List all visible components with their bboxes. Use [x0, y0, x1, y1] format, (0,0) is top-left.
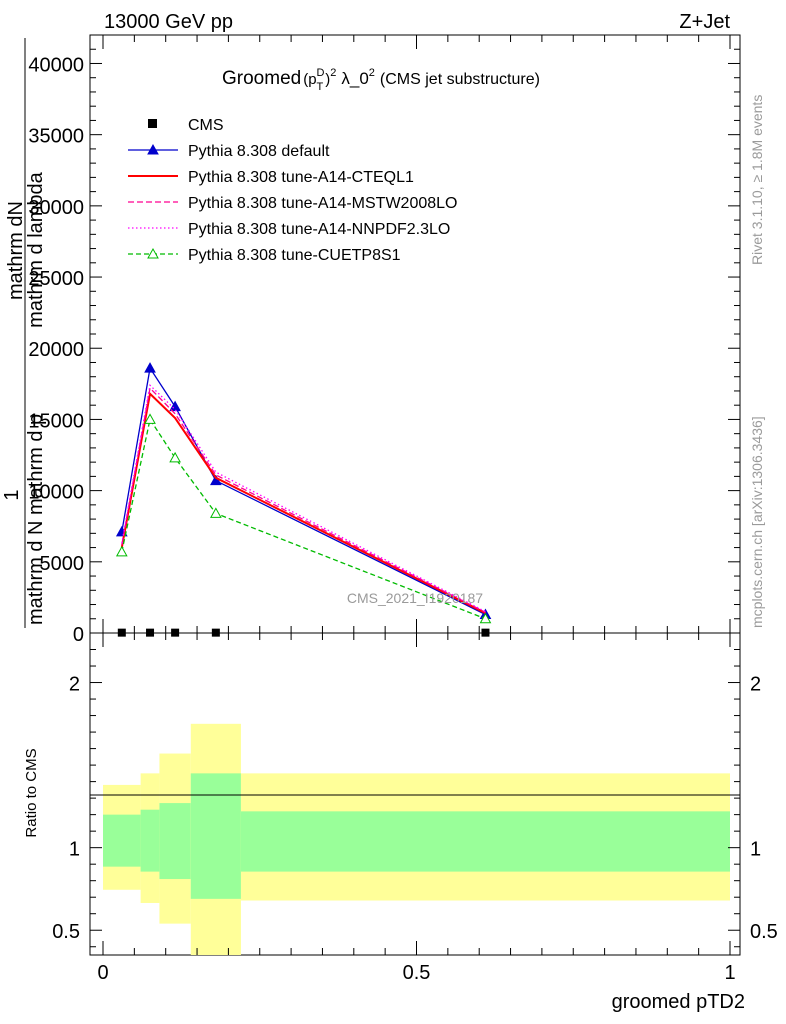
- y-tick-label: 25000: [28, 268, 84, 290]
- cms-point: [211, 628, 220, 637]
- legend-label-4: Pythia 8.308 tune-CUETP8S1: [188, 247, 401, 264]
- ratio-y-tick-label: 2: [69, 674, 80, 696]
- series-marker-4: [210, 507, 222, 518]
- series-line-2: [121, 386, 486, 613]
- legend-label-1: Pythia 8.308 tune-A14-CTEQL1: [188, 169, 414, 186]
- y-tick-label: 15000: [28, 410, 84, 432]
- series-layer: [115, 362, 492, 624]
- title-sup-2: 2: [330, 67, 336, 79]
- ratio-y-axis-label: Ratio to CMS: [23, 748, 40, 837]
- title-prefix: Groomed: [222, 68, 301, 89]
- series-marker-4: [115, 545, 128, 557]
- x-tick-label: 1: [724, 962, 735, 984]
- series-marker-4: [479, 612, 492, 624]
- title-sup-d: D: [317, 67, 325, 79]
- legend-label-3: Pythia 8.308 tune-A14-NNPDF2.3LO: [188, 221, 450, 238]
- x-axis-label: groomed pTD2: [612, 991, 745, 1013]
- y-tick-label: 0: [73, 624, 84, 646]
- ylabel-frac-den: mathrm d N mathrm d p: [25, 414, 47, 625]
- ratio-band-green: [159, 803, 191, 880]
- cms-point: [117, 628, 126, 637]
- legend-label-2: Pythia 8.308 tune-A14-MSTW2008LO: [188, 195, 457, 212]
- analysis-watermark: CMS_2021_I1920187: [347, 590, 483, 606]
- chart-title: Groomed (pD T)2 λ_02 (CMS jet substructure): [222, 67, 540, 93]
- ratio-uncertainty-bands: [103, 723, 730, 955]
- process-label: Z+Jet: [679, 11, 730, 33]
- title-suffix: (CMS jet substructure): [380, 71, 540, 88]
- series-marker-0: [144, 362, 156, 373]
- rivet-version-label: Rivet 3.1.10, ≥ 1.8M events: [749, 95, 765, 265]
- cms-point: [171, 628, 180, 637]
- ratio-band-green: [240, 811, 730, 872]
- main-y-axis-label: mathrm dN mathrm d lambda 1 mathrm d N m…: [1, 38, 47, 628]
- ylabel-frac-num: mathrm dN: [5, 201, 27, 300]
- y-tick-label: 20000: [28, 339, 84, 361]
- legend-marker-0: [147, 143, 159, 155]
- ratio-band-green: [190, 773, 241, 899]
- legend-cms-marker: [148, 119, 157, 128]
- collision-energy-label: 13000 GeV pp: [104, 11, 233, 33]
- title-lambda: λ_0: [341, 69, 368, 88]
- mcplots-label: mcplots.cern.ch [arXiv:1306.3436]: [749, 416, 765, 628]
- y-tick-label: 5000: [40, 553, 85, 575]
- legend-cms-label: CMS: [188, 117, 224, 134]
- ratio-y-tick-label-right: 1: [750, 839, 761, 861]
- title-close: ): [325, 71, 330, 88]
- ylabel-dp: mathrm d lambda: [25, 171, 47, 327]
- legend: CMS Pythia 8.308 default Pythia 8.308 tune…: [128, 117, 457, 264]
- x-tick-label: 0.5: [403, 962, 431, 984]
- series-line-4: [121, 417, 486, 620]
- y-tick-label: 40000: [28, 54, 84, 76]
- ratio-plot-frame: [89, 632, 741, 956]
- legend-label-0: Pythia 8.308 default: [188, 143, 330, 160]
- title-sub-t: T: [317, 81, 324, 93]
- ylabel-one: 1: [1, 489, 23, 500]
- ratio-y-axis: 0.5 0.5 1 1 2 2: [52, 649, 778, 948]
- series-marker-4: [169, 451, 181, 463]
- title-paren: (p: [303, 71, 316, 88]
- ratio-y-tick-label: 1: [69, 839, 80, 861]
- title-sup-2b: 2: [369, 67, 375, 79]
- ratio-band-green: [103, 814, 141, 867]
- series-marker-4: [144, 413, 156, 424]
- ratio-y-tick-label: 0.5: [52, 921, 80, 943]
- x-tick-label: 0: [97, 962, 108, 984]
- x-axis: 0 0.5 1: [97, 35, 736, 984]
- legend-marker-4: [147, 247, 159, 259]
- ratio-band-green: [140, 809, 160, 872]
- ratio-y-tick-label-right: 2: [750, 674, 761, 696]
- ratio-y-tick-label-right: 0.5: [750, 921, 778, 943]
- main-y-axis: 0 5000 10000 15000 20000 25000 30000 35000 40000: [28, 34, 740, 646]
- cms-data-points: [117, 628, 490, 637]
- y-tick-label: 10000: [28, 482, 84, 504]
- cms-point: [146, 628, 155, 637]
- cms-point: [481, 628, 490, 637]
- y-tick-label: 30000: [28, 197, 84, 219]
- series-line-1: [120, 391, 486, 614]
- y-tick-label: 35000: [28, 126, 84, 148]
